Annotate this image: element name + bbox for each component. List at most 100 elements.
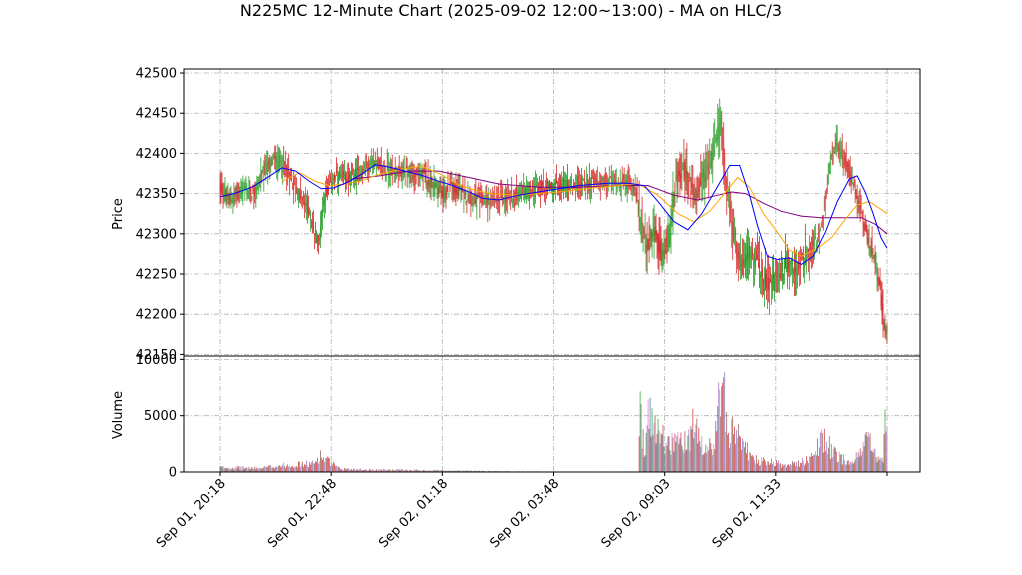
candle-body xyxy=(452,190,454,194)
candle-body xyxy=(731,221,733,226)
candle-body xyxy=(761,270,762,277)
candle-body xyxy=(439,185,441,188)
candle-body xyxy=(521,193,522,199)
candle-body xyxy=(545,192,546,193)
volume-bar xyxy=(337,465,338,472)
candle-body xyxy=(283,157,285,163)
candle-body xyxy=(446,185,448,192)
candle-body xyxy=(674,182,676,193)
volume-bar xyxy=(353,468,354,472)
volume-bar xyxy=(851,461,853,472)
volume-bar xyxy=(315,461,316,472)
candle-body xyxy=(276,160,278,168)
volume-bar xyxy=(733,434,735,472)
volume-bar xyxy=(231,468,233,472)
candle-body xyxy=(444,194,446,200)
volume-bar xyxy=(362,470,363,472)
price-tick-label: 42400 xyxy=(136,147,177,162)
volume-bar xyxy=(318,463,319,472)
candle-body xyxy=(425,171,427,179)
candle-body xyxy=(868,237,870,244)
volume-bar xyxy=(382,468,384,472)
volume-bar xyxy=(660,432,662,472)
candle-body xyxy=(335,175,336,178)
volume-bar xyxy=(638,436,640,472)
volume-bar xyxy=(829,458,831,472)
candle-body xyxy=(311,222,312,224)
volume-bar xyxy=(741,449,743,472)
candle-body xyxy=(639,218,641,222)
x-tick-label: Sep 02, 11:33 xyxy=(710,476,785,551)
volume-bar xyxy=(375,469,377,472)
candle-body xyxy=(390,163,392,174)
candle-body xyxy=(368,162,370,165)
volume-bar xyxy=(825,441,827,472)
volume-bar xyxy=(385,470,387,472)
candle-body xyxy=(677,170,679,175)
price-tick-label: 42350 xyxy=(136,187,177,202)
candle-body xyxy=(870,249,872,251)
candle-body xyxy=(486,199,488,203)
candle-body xyxy=(341,173,342,176)
candle-body xyxy=(457,188,459,198)
volume-bar xyxy=(840,454,842,472)
candle-body xyxy=(717,126,719,142)
candle-body xyxy=(867,237,869,242)
volume-bar xyxy=(761,457,762,472)
candle-body xyxy=(570,179,571,185)
volume-bar xyxy=(321,457,322,472)
volume-bar xyxy=(290,467,292,472)
volume-bar xyxy=(769,464,770,472)
volume-bar xyxy=(713,443,715,472)
volume-bar xyxy=(398,469,400,472)
candle-body xyxy=(253,186,255,196)
candle-body xyxy=(790,260,791,265)
volume-bar xyxy=(730,442,732,472)
volume-bar xyxy=(241,469,243,472)
volume-bar xyxy=(833,446,835,472)
volume-bar xyxy=(328,457,329,472)
volume-bar xyxy=(451,470,453,472)
candle-body xyxy=(493,197,495,200)
volume-bar xyxy=(853,462,855,472)
volume-bar xyxy=(297,467,298,472)
volume-bar xyxy=(228,469,230,472)
volume-bar xyxy=(732,416,734,472)
candle-body xyxy=(396,167,398,177)
volume-bar xyxy=(754,459,755,472)
candle-body xyxy=(778,280,779,283)
candle-body xyxy=(878,279,880,285)
volume-bar xyxy=(690,425,692,472)
candle-body xyxy=(838,148,840,151)
volume-bar xyxy=(445,470,447,472)
candle-body xyxy=(621,177,623,183)
candle-body xyxy=(528,186,529,198)
volume-bar xyxy=(278,465,280,472)
volume-bar xyxy=(874,448,876,472)
volume-bar xyxy=(665,442,667,472)
volume-bar xyxy=(847,460,849,472)
candle-body xyxy=(595,177,597,182)
candle-body xyxy=(603,175,605,180)
candle-body xyxy=(809,242,811,251)
candle-body xyxy=(754,250,755,264)
candle-body xyxy=(541,181,542,191)
candle-body xyxy=(224,190,226,196)
candle-body xyxy=(476,205,478,207)
candle-body xyxy=(748,252,749,264)
volume-bar xyxy=(405,469,407,472)
volume-bar xyxy=(235,466,237,472)
candle-body xyxy=(655,226,657,235)
candle-body xyxy=(830,155,832,158)
candle-body xyxy=(594,181,596,184)
candle-body xyxy=(466,201,468,203)
volume-bar xyxy=(467,470,469,472)
volume-bar xyxy=(277,467,279,472)
volume-bar xyxy=(880,460,882,472)
volume-bar xyxy=(300,467,301,472)
candle-body xyxy=(503,201,505,203)
candle-body xyxy=(477,193,479,197)
volume-bar xyxy=(854,459,856,472)
candle-body xyxy=(763,278,764,285)
volume-bar xyxy=(250,468,252,472)
